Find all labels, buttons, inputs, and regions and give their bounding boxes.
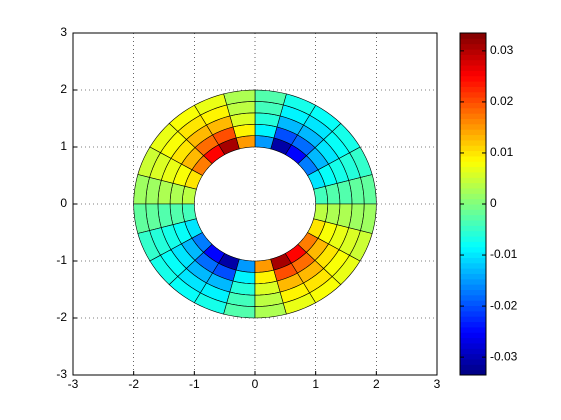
colorbar-tick-label: -0.03: [490, 349, 518, 363]
colorbar-cell: [460, 134, 486, 141]
colorbar-cell: [460, 54, 486, 61]
colorbar-cell: [460, 155, 486, 162]
colorbar-tick-label: 0: [490, 196, 497, 210]
colorbar-cell: [460, 348, 486, 355]
colorbar-cell: [460, 91, 486, 98]
colorbar-cell: [460, 139, 486, 146]
colorbar-cell: [460, 38, 486, 45]
colorbar-tick-label: 0.02: [490, 94, 514, 108]
colorbar-cell: [460, 337, 486, 344]
colorbar-cell: [460, 305, 486, 312]
surface-cell: [360, 203, 377, 234]
x-tick-label: 1: [312, 377, 319, 391]
surface-cell: [254, 135, 275, 150]
x-tick-label: 3: [434, 377, 441, 391]
x-tick-label: 0: [252, 377, 259, 391]
colorbar-cell: [460, 236, 486, 242]
colorbar-cell: [460, 321, 486, 328]
colorbar-cell: [460, 262, 486, 269]
colorbar-cell: [460, 187, 486, 194]
y-tick-label: -2: [56, 310, 67, 324]
colorbar-cell: [460, 33, 486, 39]
colorbar-cell: [460, 316, 486, 323]
colorbar-cell: [460, 81, 486, 87]
colorbar-cell: [460, 225, 486, 232]
colorbar-cell: [460, 123, 486, 130]
colorbar-cell: [460, 289, 486, 296]
colorbar-cell: [460, 358, 486, 365]
colorbar-cell: [460, 353, 486, 360]
colorbar-cell: [460, 241, 486, 248]
colorbar-cell: [460, 86, 486, 93]
colorbar-cell: [460, 246, 486, 253]
colorbar-cell: [460, 161, 486, 168]
colorbar-cell: [460, 209, 486, 216]
colorbar-cell: [460, 257, 486, 264]
colorbar-cell: [460, 342, 486, 349]
surface-cell: [313, 203, 329, 223]
colorbar-cell: [460, 70, 486, 77]
x-tick-label: -1: [189, 377, 200, 391]
axes-box: [72, 32, 438, 376]
colorbar-cell: [460, 252, 486, 258]
y-tick-label: -1: [56, 253, 67, 267]
colorbar-cell: [460, 268, 486, 274]
colorbar-cell: [460, 369, 486, 376]
colorbar-cell: [460, 145, 486, 152]
colorbar-cell: [460, 278, 486, 285]
x-tick-label: -3: [68, 377, 79, 391]
colorbar-cell: [460, 166, 486, 173]
colorbar-cell: [460, 118, 486, 125]
x-tick-label: -2: [128, 377, 139, 391]
colorbar-cell: [460, 75, 486, 82]
colorbar-cell: [460, 107, 486, 114]
colorbar-cell: [460, 129, 486, 136]
colorbar-cell: [460, 273, 486, 280]
colorbar-cell: [460, 102, 486, 109]
colorbar-cell: [460, 150, 486, 157]
colorbar-cell: [460, 193, 486, 200]
x-tick-label: 2: [373, 377, 380, 391]
colorbar-cell: [460, 171, 486, 178]
colorbar-cell: [460, 97, 486, 103]
colorbar-cell: [460, 43, 486, 50]
y-tick-label: 2: [60, 82, 67, 96]
colorbar-tick-label: -0.02: [490, 298, 518, 312]
surface-cell: [235, 258, 256, 273]
colorbar-cell: [460, 284, 486, 290]
colorbar-cell: [460, 182, 486, 189]
colorbar-cell: [460, 113, 486, 119]
colorbar-cell: [460, 230, 486, 237]
y-tick-label: 3: [60, 25, 67, 39]
colorbar-cell: [460, 326, 486, 333]
colorbar-cell: [460, 332, 486, 339]
colorbar-tick-label: 0.03: [490, 43, 514, 57]
colorbar-cell: [460, 65, 486, 71]
colorbar-tick-label: 0.01: [490, 145, 514, 159]
surface-cell: [181, 185, 197, 205]
colorbar-cell: [460, 294, 486, 301]
y-tick-label: 0: [60, 196, 67, 210]
colorbar-cell: [460, 177, 486, 184]
colorbar-tick-label: -0.01: [490, 247, 518, 261]
y-tick-label: -3: [56, 367, 67, 381]
colorbar-cell: [460, 204, 486, 210]
colorbar-cell: [460, 198, 486, 205]
colorbar-cell: [460, 364, 486, 371]
colorbar-cell: [460, 214, 486, 221]
y-tick-label: 1: [60, 139, 67, 153]
colorbar-cell: [460, 220, 486, 226]
colorbar-cell: [460, 49, 486, 55]
colorbar-cell: [460, 300, 486, 307]
colorbar-cell: [460, 310, 486, 317]
colorbar-cell: [460, 59, 486, 66]
